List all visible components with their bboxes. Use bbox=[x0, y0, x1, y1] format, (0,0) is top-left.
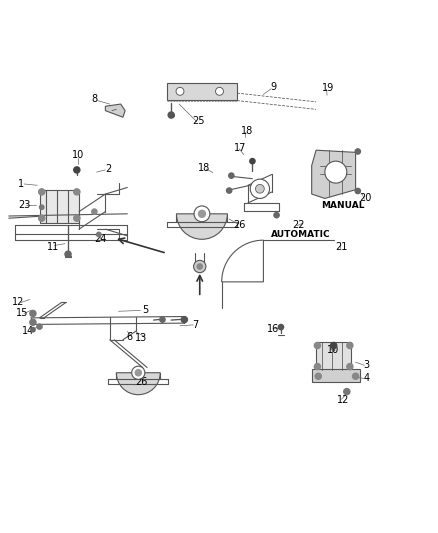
Text: 22: 22 bbox=[292, 220, 304, 230]
Circle shape bbox=[39, 215, 45, 221]
Circle shape bbox=[168, 112, 174, 118]
Text: 13: 13 bbox=[135, 333, 147, 343]
Circle shape bbox=[314, 342, 320, 349]
Circle shape bbox=[74, 215, 80, 221]
Circle shape bbox=[197, 264, 202, 269]
Circle shape bbox=[250, 179, 269, 198]
Text: 9: 9 bbox=[270, 83, 276, 92]
Circle shape bbox=[176, 87, 184, 95]
Text: 3: 3 bbox=[363, 360, 369, 370]
Circle shape bbox=[343, 389, 349, 395]
Circle shape bbox=[198, 211, 205, 217]
Circle shape bbox=[330, 342, 336, 349]
Text: 4: 4 bbox=[363, 374, 369, 383]
Circle shape bbox=[65, 251, 71, 257]
Text: 10: 10 bbox=[72, 150, 84, 159]
Circle shape bbox=[74, 189, 80, 195]
Circle shape bbox=[194, 206, 209, 222]
Circle shape bbox=[30, 310, 36, 317]
Text: 8: 8 bbox=[91, 94, 97, 104]
Text: 19: 19 bbox=[321, 83, 334, 93]
Circle shape bbox=[314, 364, 320, 370]
Circle shape bbox=[39, 189, 45, 195]
Circle shape bbox=[37, 324, 42, 329]
Circle shape bbox=[215, 87, 223, 95]
Circle shape bbox=[346, 364, 352, 370]
Text: 23: 23 bbox=[18, 200, 30, 210]
Circle shape bbox=[193, 260, 205, 273]
Circle shape bbox=[181, 317, 187, 322]
Text: 18: 18 bbox=[240, 126, 252, 136]
Circle shape bbox=[159, 317, 165, 322]
FancyBboxPatch shape bbox=[311, 369, 359, 382]
FancyBboxPatch shape bbox=[166, 83, 237, 100]
Text: 5: 5 bbox=[141, 305, 148, 316]
Text: 2: 2 bbox=[105, 164, 111, 174]
Circle shape bbox=[249, 158, 254, 164]
Text: 18: 18 bbox=[198, 163, 210, 173]
Circle shape bbox=[352, 373, 358, 379]
Wedge shape bbox=[176, 214, 227, 239]
Text: 16: 16 bbox=[266, 324, 279, 334]
Circle shape bbox=[278, 325, 283, 330]
Circle shape bbox=[255, 184, 264, 193]
Circle shape bbox=[228, 173, 233, 178]
Text: 20: 20 bbox=[359, 193, 371, 204]
Wedge shape bbox=[116, 373, 160, 395]
Circle shape bbox=[314, 373, 321, 379]
Circle shape bbox=[354, 149, 360, 154]
Text: 26: 26 bbox=[233, 220, 245, 230]
Circle shape bbox=[324, 161, 346, 183]
Text: 12: 12 bbox=[336, 395, 349, 406]
Circle shape bbox=[39, 205, 44, 209]
Polygon shape bbox=[105, 104, 125, 117]
FancyBboxPatch shape bbox=[39, 190, 79, 223]
Circle shape bbox=[354, 188, 360, 193]
Text: 7: 7 bbox=[192, 320, 198, 330]
Circle shape bbox=[135, 370, 141, 376]
Text: 11: 11 bbox=[46, 242, 59, 252]
Text: 10: 10 bbox=[326, 345, 338, 355]
Text: 14: 14 bbox=[22, 326, 35, 336]
Circle shape bbox=[30, 319, 36, 325]
Text: 26: 26 bbox=[135, 376, 147, 386]
Text: 12: 12 bbox=[12, 297, 25, 306]
Circle shape bbox=[31, 327, 35, 332]
Text: AUTOMATIC: AUTOMATIC bbox=[270, 230, 330, 239]
Circle shape bbox=[92, 209, 97, 214]
Text: 6: 6 bbox=[126, 332, 132, 342]
Text: 21: 21 bbox=[335, 242, 347, 252]
Circle shape bbox=[346, 342, 352, 349]
Text: MANUAL: MANUAL bbox=[320, 201, 364, 211]
Circle shape bbox=[273, 213, 279, 218]
Text: 15: 15 bbox=[16, 309, 28, 319]
Text: 24: 24 bbox=[94, 235, 106, 244]
Circle shape bbox=[131, 366, 145, 379]
Circle shape bbox=[226, 188, 231, 193]
FancyBboxPatch shape bbox=[315, 342, 350, 370]
Text: 25: 25 bbox=[192, 116, 204, 126]
Circle shape bbox=[74, 167, 80, 173]
Text: 17: 17 bbox=[234, 143, 246, 153]
Circle shape bbox=[96, 232, 101, 237]
Text: 1: 1 bbox=[18, 179, 24, 189]
Polygon shape bbox=[311, 150, 355, 198]
